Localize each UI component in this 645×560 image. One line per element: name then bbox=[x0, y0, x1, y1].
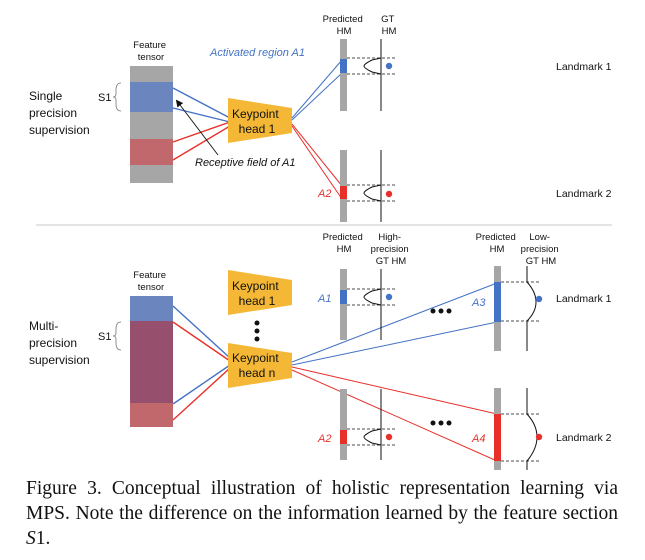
bottom-a3-label: A3 bbox=[471, 297, 486, 309]
bottom-feature-tensor bbox=[130, 296, 173, 427]
top-gt-peak-landmark2 bbox=[363, 184, 382, 202]
multi-supervision-label: Multi- precision supervision bbox=[29, 319, 90, 367]
top-predicted-hm-landmark1 bbox=[340, 39, 347, 111]
bottom-a4-label: A4 bbox=[471, 433, 485, 445]
bottom-feature-section-blue bbox=[130, 296, 173, 321]
top-feature-section-red bbox=[130, 139, 173, 165]
top-a2-label: A2 bbox=[317, 188, 331, 200]
bottom-keypoint-head-1 bbox=[228, 270, 292, 315]
top-keypoint-head-label: Keypoint head 1 bbox=[232, 107, 282, 136]
receptive-field-arrow bbox=[175, 99, 219, 156]
bottom-predicted-hm-a-landmark1 bbox=[340, 269, 347, 340]
bottom-a2-label: A2 bbox=[317, 433, 331, 445]
bottom-predicted-hm-a-label: Predicted HM bbox=[323, 232, 366, 255]
caption-text: Figure 3. Conceptual illustration of hol… bbox=[26, 478, 618, 524]
top-activated-region-a1 bbox=[340, 59, 347, 73]
bottom-keypoint-head-1-label: Keypoint head 1 bbox=[232, 279, 282, 308]
bottom-s1-brace bbox=[112, 321, 122, 351]
bottom-predicted-hm-a-landmark2 bbox=[340, 389, 347, 460]
bottom-feature-section-red bbox=[130, 403, 173, 427]
bottom-a2-region bbox=[340, 430, 347, 444]
bottom-low-precision-gt-label: Low- precision GT HM bbox=[521, 232, 562, 267]
bottom-high-precision-gt-label: High- precision GT HM bbox=[371, 232, 412, 267]
top-s1-label: S1 bbox=[98, 92, 111, 104]
bottom-keypoint-head-n bbox=[228, 343, 292, 388]
top-landmark2-label: Landmark 2 bbox=[556, 188, 612, 200]
bottom-a4-region bbox=[494, 414, 501, 461]
figure-caption: Figure 3. Conceptual illustration of hol… bbox=[26, 476, 618, 551]
top-predicted-hm-label: Predicted HM bbox=[323, 14, 366, 37]
bottom-feature-tensor-label: Feature tensor bbox=[133, 270, 168, 293]
bottom-a1-label: A1 bbox=[317, 293, 331, 305]
caption-section-symbol: S bbox=[26, 528, 36, 549]
top-landmark1-label: Landmark 1 bbox=[556, 61, 612, 73]
bottom-a3-region bbox=[494, 282, 501, 322]
top-s1-brace bbox=[112, 82, 122, 112]
bottom-a1-region bbox=[340, 290, 347, 304]
bottom-landmark2-label: Landmark 2 bbox=[556, 432, 612, 444]
top-keypoint-head-1 bbox=[228, 98, 292, 143]
caption-section-number: 1 bbox=[35, 528, 46, 549]
mps-diagram: Single precision supervision Feature ten… bbox=[29, 14, 612, 470]
bottom-s1-label: S1 bbox=[98, 331, 111, 343]
bottom-predicted-hm-b-label: Predicted HM bbox=[476, 232, 519, 255]
multi-precision-panel: Multi- precision supervision Feature ten… bbox=[29, 232, 612, 470]
caption-end: . bbox=[45, 528, 51, 549]
top-activated-region-a2 bbox=[340, 186, 347, 199]
single-supervision-label: Single precision supervision bbox=[29, 89, 90, 137]
bottom-landmark1-label: Landmark 1 bbox=[556, 293, 612, 305]
bottom-keypoint-head-n-label: Keypoint head n bbox=[232, 351, 282, 380]
single-precision-panel: Single precision supervision Feature ten… bbox=[29, 14, 612, 222]
receptive-field-label: Receptive field of A1 bbox=[195, 157, 295, 169]
top-feature-section-s1 bbox=[130, 82, 173, 112]
top-gt-hm-label: GT HM bbox=[381, 14, 397, 37]
top-gt-peak-landmark1 bbox=[363, 57, 382, 75]
top-feature-tensor bbox=[130, 66, 173, 183]
top-feature-tensor-label: Feature tensor bbox=[133, 40, 168, 63]
activated-region-label: Activated region A1 bbox=[209, 47, 305, 59]
